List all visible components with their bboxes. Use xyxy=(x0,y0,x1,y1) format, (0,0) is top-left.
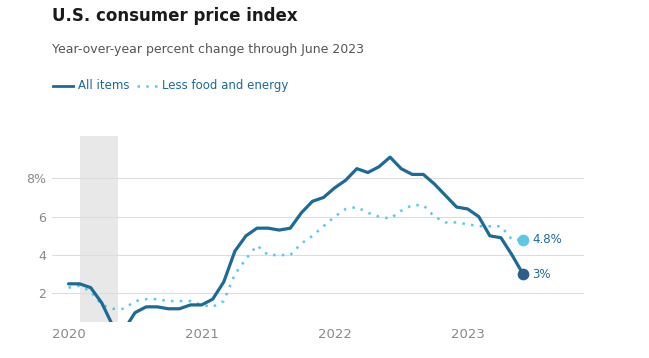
Text: All items: All items xyxy=(78,79,129,92)
Text: 4.8%: 4.8% xyxy=(532,233,562,246)
Point xyxy=(518,237,528,242)
Text: Less food and energy: Less food and energy xyxy=(162,79,289,92)
Text: U.S. consumer price index: U.S. consumer price index xyxy=(52,7,297,25)
Text: Year-over-year percent change through June 2023: Year-over-year percent change through Ju… xyxy=(52,43,364,56)
Point xyxy=(518,271,528,277)
Text: 3%: 3% xyxy=(532,268,550,281)
Bar xyxy=(80,136,118,322)
